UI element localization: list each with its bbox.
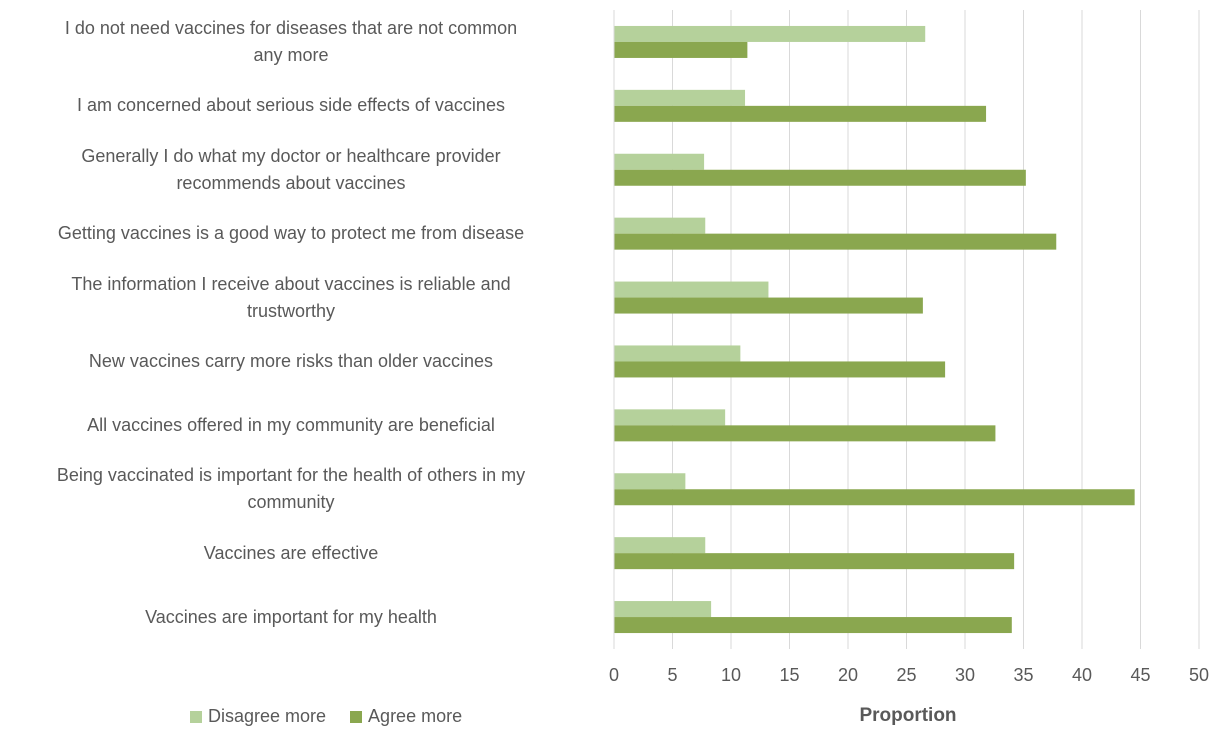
category-label-line: I do not need vaccines for diseases that… [64,17,518,38]
category-label-line: community [247,492,335,513]
category-label: Vaccines are effective [0,540,591,567]
bar-disagree-more [614,409,726,426]
x-tick-label: 5 [667,665,678,685]
category-label-line: Generally I do what my doctor or healthc… [81,145,501,166]
category-label: Vaccines are important for my health [0,604,591,631]
legend-label-disagree: Disagree more [208,706,327,726]
x-tick-label: 50 [1188,665,1210,685]
bar-agree-more [614,361,946,378]
x-tick-label: 35 [1013,665,1034,685]
legend-item-agree: Agree more [350,706,462,727]
x-tick-label: 20 [837,665,859,685]
category-label-line: Getting vaccines is a good way to protec… [57,223,525,244]
bar-disagree-more [614,345,741,362]
bar-disagree-more [614,537,706,554]
bar-disagree-more [614,25,926,42]
category-label: I am concerned about serious side effect… [0,92,591,119]
bar-agree-more [614,297,923,314]
bar-disagree-more [614,601,712,618]
legend-swatch-disagree [190,710,202,723]
x-tick-label: 45 [1130,665,1151,685]
legend-item-disagree: Disagree more [190,706,326,727]
bar-disagree-more [614,281,769,298]
category-label-line: I am concerned about serious side effect… [77,95,505,116]
bar-disagree-more [614,89,746,106]
bar-agree-more [614,41,748,58]
category-label: All vaccines offered in my community are… [0,412,591,439]
legend-label-agree: Agree more [368,706,463,726]
bar-agree-more [614,553,1015,570]
x-tick-label: 30 [954,665,976,685]
bar-agree-more [614,489,1135,506]
bar-agree-more [614,425,996,442]
bar-disagree-more [614,153,705,170]
category-label: Being vaccinated is important for the he… [0,462,591,516]
category-label: I do not need vaccines for diseases that… [0,15,591,69]
x-tick-label: 40 [1071,665,1093,685]
category-label-line: Vaccines are important for my health [145,606,437,627]
category-label: Getting vaccines is a good way to protec… [0,220,591,247]
x-axis-title: Proportion [859,705,957,726]
legend-swatch-agree [350,710,363,723]
category-label-line: New vaccines carry more risks than older… [88,350,494,371]
bar-agree-more [614,617,1012,634]
category-label-line: trustworthy [246,300,336,321]
bar-disagree-more [614,473,686,490]
category-label-line: Vaccines are effective [203,542,379,563]
x-tick-label: 15 [779,665,800,685]
x-tick-label: 0 [608,665,619,685]
bar-agree-more [614,233,1057,250]
category-label: Generally I do what my doctor or healthc… [0,143,591,197]
category-label-line: All vaccines offered in my community are… [87,414,495,435]
bar-agree-more [614,105,987,122]
category-label: New vaccines carry more risks than older… [0,348,591,375]
category-label-line: recommends about vaccines [176,172,406,193]
category-label-line: The information I receive about vaccines… [71,273,511,294]
bar-disagree-more [614,217,706,234]
bar-agree-more [614,169,1026,186]
legend: Disagree more Agree more [190,706,462,727]
bars [614,25,1135,634]
category-label-line: any more [253,44,329,65]
x-tick-label: 25 [896,665,917,685]
x-tick-label: 10 [720,665,742,685]
category-label: The information I receive about vaccines… [0,271,591,325]
category-label-line: Being vaccinated is important for the he… [56,465,526,486]
